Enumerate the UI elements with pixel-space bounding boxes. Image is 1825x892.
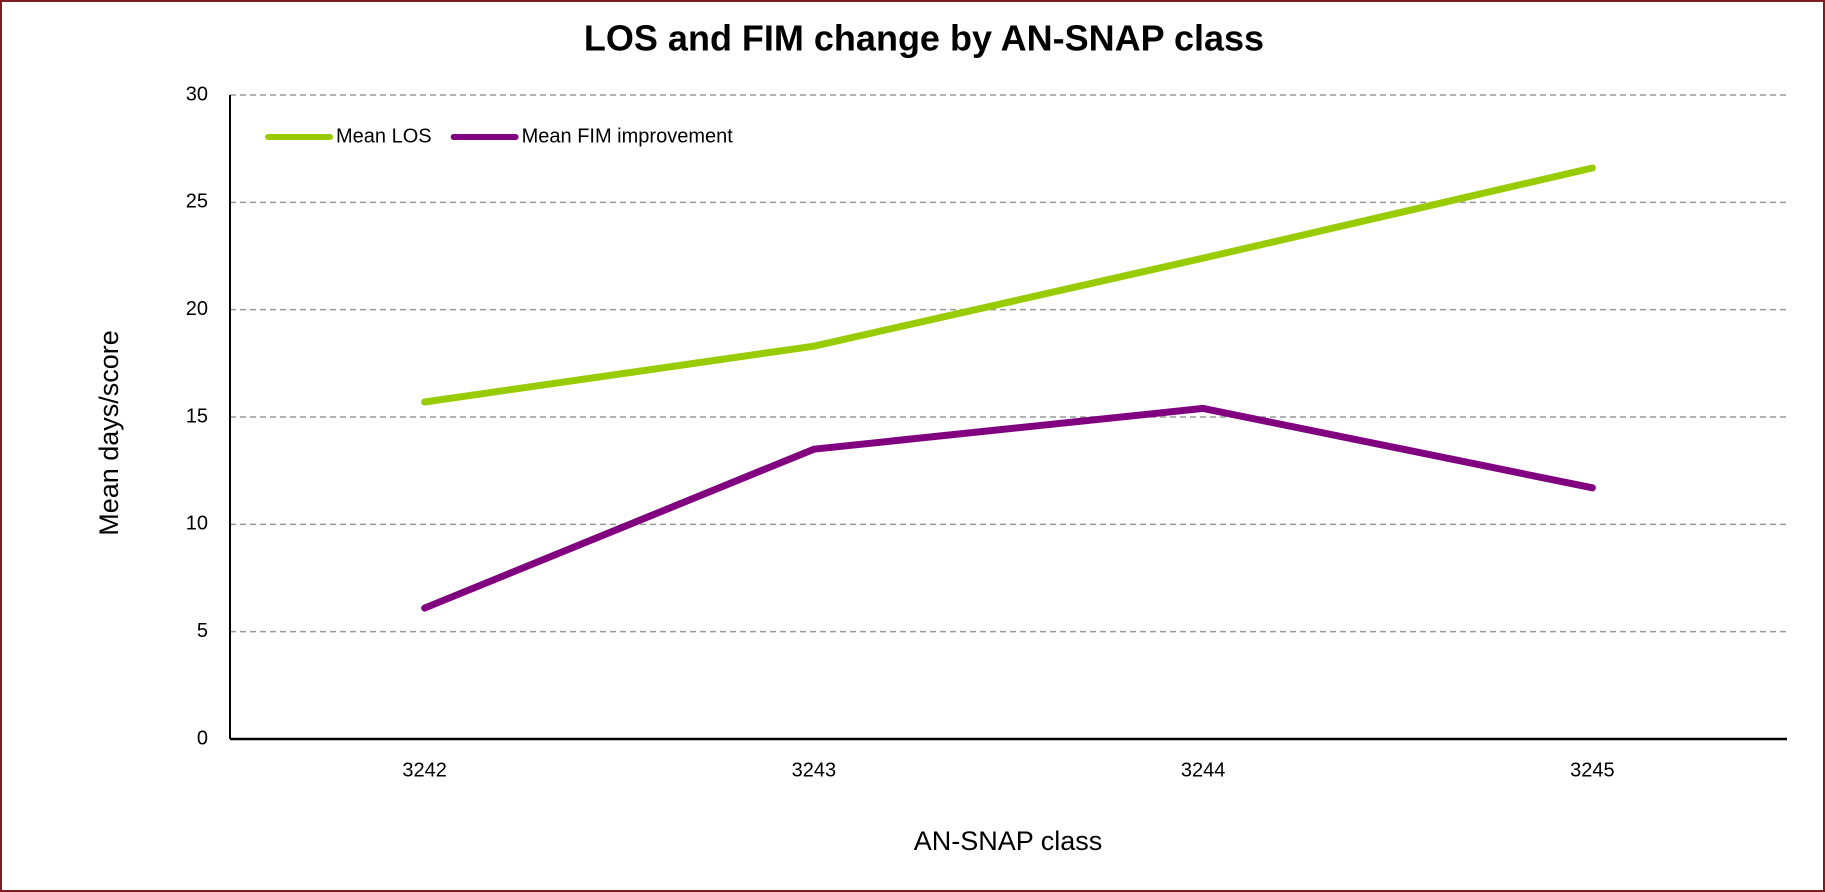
y-tick-label: 25 (186, 191, 208, 213)
y-tick-label: 10 (186, 513, 208, 535)
y-tick-label: 0 (197, 727, 208, 749)
y-axis-title: Mean days/score (94, 330, 124, 536)
y-tick-label: 20 (186, 298, 208, 320)
series-line (421, 164, 1596, 406)
x-tick-label: 3242 (402, 759, 447, 781)
series-line (421, 404, 1596, 612)
chart-title: LOS and FIM change by AN-SNAP class (584, 18, 1264, 59)
legend-label: Mean LOS (336, 125, 432, 147)
x-tick-label: 3243 (792, 759, 837, 781)
y-tick-label: 30 (186, 83, 208, 105)
x-axis-title: AN-SNAP class (914, 826, 1103, 856)
legend-label: Mean FIM improvement (522, 125, 734, 147)
y-tick-label: 5 (197, 620, 208, 642)
x-tick-label: 3244 (1181, 759, 1226, 781)
y-tick-label: 15 (186, 405, 208, 427)
x-tick-label: 3245 (1570, 759, 1615, 781)
